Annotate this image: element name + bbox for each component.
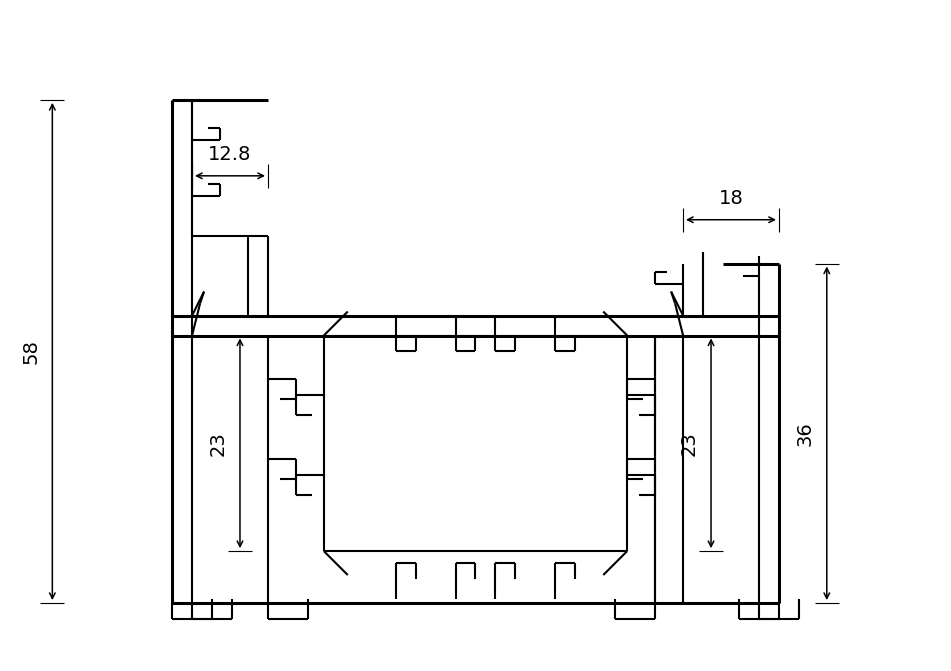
Text: 36: 36 [796,421,815,446]
Text: 58: 58 [21,339,40,364]
Text: 12.8: 12.8 [208,145,252,164]
Text: 23: 23 [680,431,699,456]
Text: 23: 23 [209,431,228,456]
Text: 18: 18 [719,189,744,208]
